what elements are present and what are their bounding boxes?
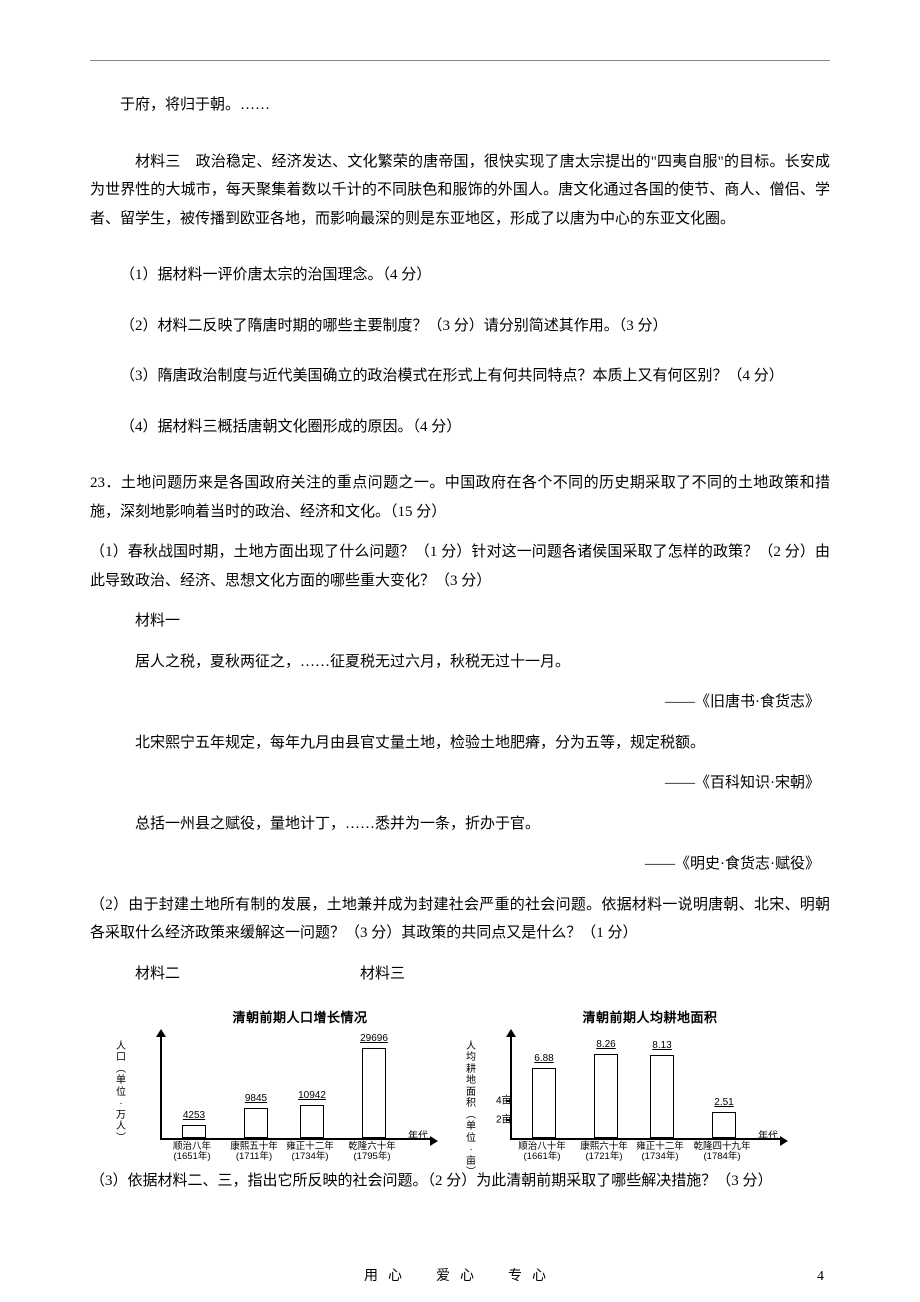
- q22-4: （4）据材料三概括唐朝文化圈形成的原因。（4 分）: [90, 413, 830, 442]
- x-tick-label: 顺治八年(1651年): [162, 1142, 222, 1163]
- x-axis-arrow: [780, 1136, 788, 1146]
- material-1-b: 北宋熙宁五年规定，每年九月由县官丈量土地，检验土地肥瘠，分为五等，规定税额。: [90, 729, 830, 758]
- bar-value-label: 2.51: [714, 1093, 733, 1112]
- bar: 8.26: [594, 1054, 618, 1138]
- x-axis-arrow: [430, 1136, 438, 1146]
- footer-page-number: 4: [817, 1264, 824, 1291]
- material-3-label: 材料三: [360, 960, 405, 989]
- q23-1: （1）春秋战国时期，土地方面出现了什么问题？（1 分）针对这一问题各诸侯国采取了…: [90, 538, 830, 595]
- bar: 9845: [244, 1108, 268, 1138]
- material-3: 材料三 政治稳定、经济发达、文化繁荣的唐帝国，很快实现了唐太宗提出的"四夷自服"…: [90, 148, 830, 234]
- material-1-title: 材料一: [90, 607, 830, 636]
- charts-row: 清朝前期人口增长情况 人口︵单位·万人︶ 4253 9845 10942 29696 顺治…: [110, 1006, 830, 1161]
- x-axis-end-label: 年代: [408, 1127, 428, 1146]
- bar: 10942: [300, 1105, 324, 1138]
- x-axis-end-label: 年代: [758, 1127, 778, 1146]
- bar-value-label: 9845: [245, 1089, 267, 1108]
- material-1-c-src: ——《明史·食货志·赋役》: [90, 850, 830, 879]
- horizontal-rule: [90, 60, 830, 61]
- material-1-a-src: ——《旧唐书·食货志》: [90, 688, 830, 717]
- y-axis-label: 人均耕地面积︵单位·亩︶: [460, 1041, 482, 1179]
- plot-area: 4253 9845 10942 29696: [160, 1035, 430, 1140]
- bar: 8.13: [650, 1055, 674, 1138]
- y-axis-label: 人口︵单位·万人︶: [110, 1041, 132, 1145]
- bar-value-label: 4253: [183, 1106, 205, 1125]
- bar: 29696: [362, 1048, 386, 1138]
- bar: 4253: [182, 1125, 206, 1138]
- material-1-a: 居人之税，夏秋两征之，……征夏税无过六月，秋税无过十一月。: [90, 648, 830, 677]
- plot-area: 6.88 8.26 8.13 2.51: [510, 1035, 780, 1140]
- y-tick-mark: [506, 1119, 512, 1121]
- x-tick-label: 顺治八十年(1661年): [512, 1142, 572, 1163]
- q23-2: （2）由于封建土地所有制的发展，土地兼并成为封建社会严重的社会问题。依据材料一说…: [90, 891, 830, 948]
- x-tick-label: 乾隆六十年(1795年): [342, 1142, 402, 1163]
- q22-1: （1）据材料一评价唐太宗的治国理念。（4 分）: [90, 261, 830, 290]
- bar-value-label: 6.88: [534, 1049, 553, 1068]
- continuation-text: 于府，将归于朝。……: [90, 91, 830, 120]
- q22-2: （2）材料二反映了隋唐时期的哪些主要制度？（3 分）请分别简述其作用。（3 分）: [90, 312, 830, 341]
- x-tick-label: 乾隆四十九年(1784年): [692, 1142, 752, 1163]
- q23-lead: 23．土地问题历来是各国政府关注的重点问题之一。中国政府在各个不同的历史期采取了…: [90, 469, 830, 526]
- bar: 2.51: [712, 1112, 736, 1138]
- x-tick-label: 雍正十二年(1734年): [630, 1142, 690, 1163]
- material-2-label: 材料二: [90, 960, 180, 989]
- chart-right-title: 清朝前期人均耕地面积: [510, 1006, 790, 1031]
- bar-value-label: 8.26: [596, 1035, 615, 1054]
- chart-land: 清朝前期人均耕地面积 人均耕地面积︵单位·亩︶6.888.268.132.512…: [460, 1006, 790, 1161]
- material-1-b-src: ——《百科知识·宋朝》: [90, 769, 830, 798]
- chart-population: 清朝前期人口增长情况 人口︵单位·万人︶ 4253 9845 10942 29696 顺治…: [110, 1006, 440, 1161]
- material-1-c: 总括一州县之赋役，量地计丁，……悉并为一条，折办于官。: [90, 810, 830, 839]
- q22-3: （3）隋唐政治制度与近代美国确立的政治模式在形式上有何共同特点？本质上又有何区别…: [90, 362, 830, 391]
- bar-value-label: 29696: [360, 1029, 388, 1048]
- footer-center-text: 用心 爱心 专心: [0, 1264, 920, 1291]
- y-tick-mark: [506, 1100, 512, 1102]
- bar-value-label: 10942: [298, 1086, 326, 1105]
- bar: 6.88: [532, 1068, 556, 1138]
- x-tick-label: 康熙六十年(1721年): [574, 1142, 634, 1163]
- chart-left-title: 清朝前期人口增长情况: [160, 1006, 440, 1031]
- x-tick-label: 康熙五十年(1711年): [224, 1142, 284, 1163]
- x-tick-label: 雍正十二年(1734年): [280, 1142, 340, 1163]
- document-body: 于府，将归于朝。…… 材料三 政治稳定、经济发达、文化繁荣的唐帝国，很快实现了唐…: [90, 91, 830, 1196]
- bar-value-label: 8.13: [652, 1036, 671, 1055]
